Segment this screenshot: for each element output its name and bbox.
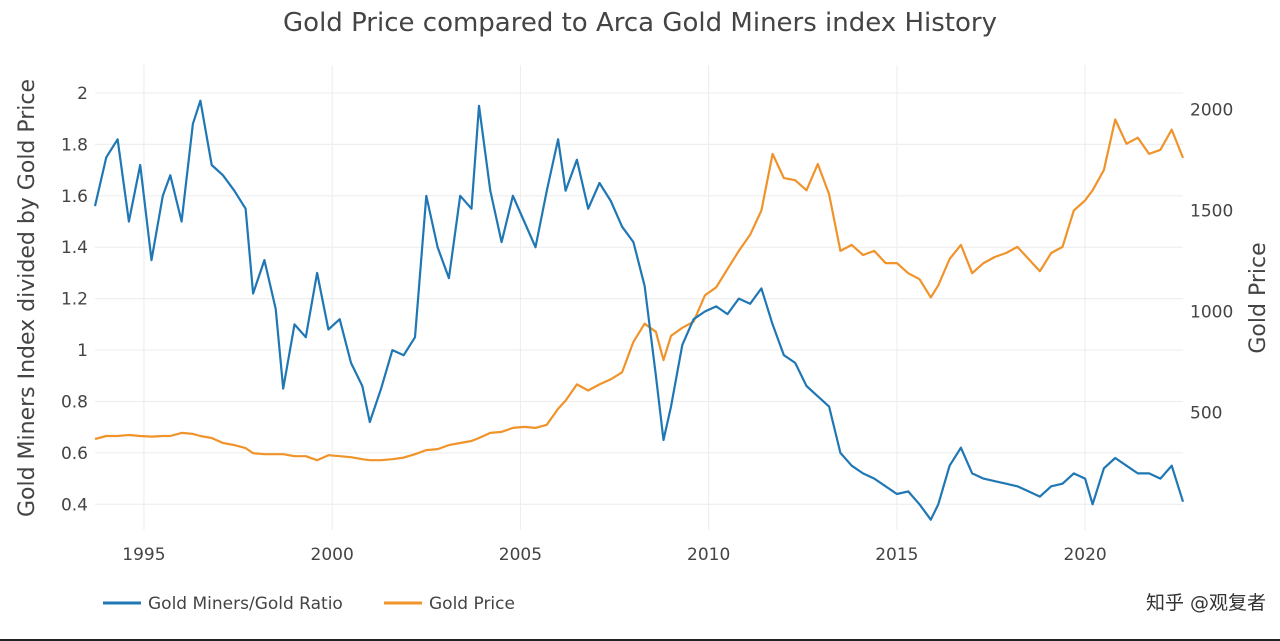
legend-item-miners-ratio[interactable]: Gold Miners/Gold Ratio [103,594,343,614]
y-axis-ticks: 0.4 0.6 0.8 1 1.2 1.4 1.6 1.8 2 [61,84,88,515]
y-axis-title: Gold Miners Index divided by Gold Price [15,79,40,517]
x-tick-label: 2005 [499,545,542,565]
legend: Gold Miners/Gold Ratio Gold Price [103,594,515,614]
series-line-gold-price [94,118,1185,462]
chart-title: Gold Price compared to Arca Gold Miners … [283,8,997,38]
x-axis-ticks: 1995 2000 2005 2010 2015 2020 [122,545,1106,565]
y-tick-label: 0.6 [61,444,88,464]
legend-label-gold-price: Gold Price [429,594,515,614]
x-tick-label: 2000 [311,545,354,565]
x-tick-label: 2020 [1063,545,1106,565]
legend-label-miners-ratio: Gold Miners/Gold Ratio [148,594,343,614]
y2-tick-label: 1000 [1190,303,1233,323]
y2-tick-label: 500 [1190,404,1222,424]
y2-axis-title: Gold Price [1246,242,1271,353]
y-tick-label: 1.6 [61,187,88,207]
y-tick-label: 2 [77,84,88,104]
y-tick-label: 1.8 [61,135,88,155]
grid-lines [95,65,1183,530]
x-tick-label: 1995 [122,545,165,565]
bottom-divider [0,639,1280,641]
y-tick-label: 1.2 [61,290,88,310]
y-tick-label: 1.4 [61,238,88,258]
y-tick-label: 1 [77,341,88,361]
y-tick-label: 0.8 [61,392,88,412]
series-lines [93,99,1185,521]
y2-axis-ticks: 500 1000 1500 2000 [1190,100,1233,423]
x-tick-label: 2010 [687,545,730,565]
x-tick-label: 2015 [875,545,918,565]
legend-item-gold-price[interactable]: Gold Price [384,594,515,614]
watermark-text: 知乎 @观复者 [1145,592,1266,614]
y2-tick-label: 2000 [1190,100,1233,120]
y2-tick-label: 1500 [1190,201,1233,221]
series-line-miners-ratio [93,99,1185,521]
y-tick-label: 0.4 [61,495,88,515]
